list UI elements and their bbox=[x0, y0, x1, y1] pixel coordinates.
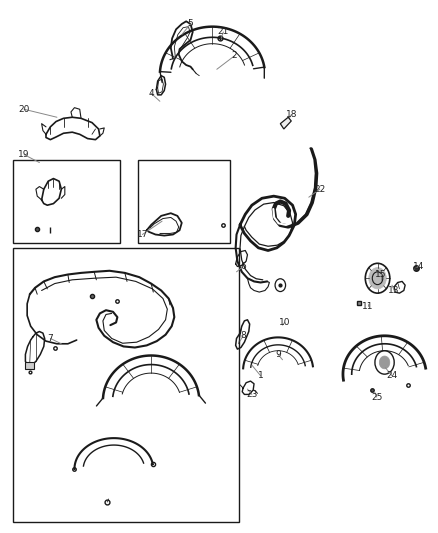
Text: 7: 7 bbox=[47, 334, 53, 343]
Text: 4: 4 bbox=[148, 89, 154, 98]
Text: 6: 6 bbox=[240, 262, 246, 271]
Bar bbox=[25, 362, 34, 369]
Text: 5: 5 bbox=[187, 20, 194, 28]
Text: 15: 15 bbox=[375, 270, 387, 279]
Bar bbox=[13, 248, 239, 522]
Bar bbox=[138, 160, 230, 243]
Text: 20: 20 bbox=[18, 105, 30, 114]
Text: 17: 17 bbox=[137, 230, 148, 239]
Text: 21: 21 bbox=[218, 28, 229, 36]
Text: 18: 18 bbox=[286, 110, 297, 119]
Text: 13: 13 bbox=[389, 286, 400, 295]
Text: 24: 24 bbox=[386, 372, 398, 380]
Text: 8: 8 bbox=[240, 332, 246, 340]
Text: 9: 9 bbox=[275, 350, 281, 359]
Text: 19: 19 bbox=[18, 150, 30, 159]
Text: 10: 10 bbox=[279, 318, 290, 327]
Text: 25: 25 bbox=[371, 393, 382, 401]
Text: 11: 11 bbox=[362, 302, 374, 311]
Text: 1: 1 bbox=[258, 372, 264, 380]
Text: 23: 23 bbox=[246, 390, 258, 399]
Bar bbox=[13, 160, 120, 243]
Text: 2: 2 bbox=[232, 52, 237, 60]
Text: 22: 22 bbox=[314, 185, 325, 193]
Text: 14: 14 bbox=[413, 262, 424, 271]
Circle shape bbox=[369, 268, 386, 289]
Circle shape bbox=[379, 356, 390, 369]
Polygon shape bbox=[280, 117, 291, 129]
